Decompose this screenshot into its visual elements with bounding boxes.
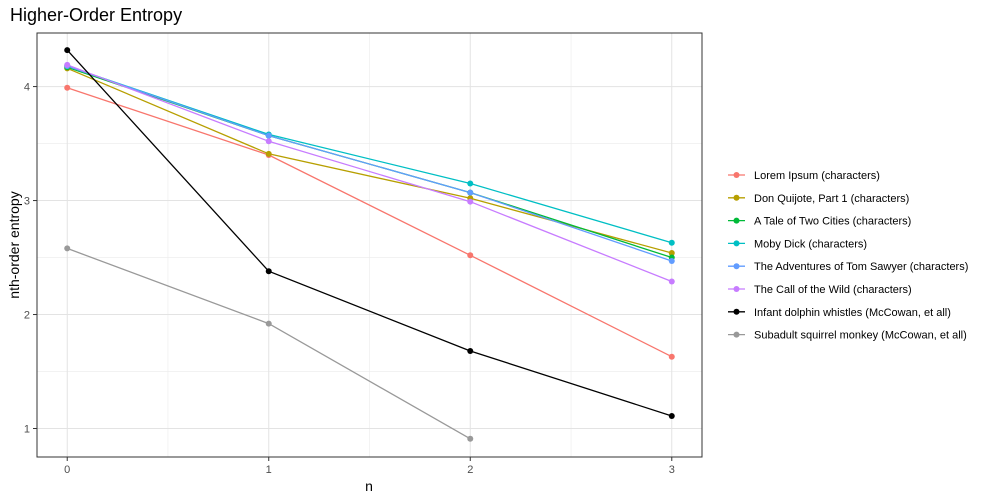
legend-key-point bbox=[733, 240, 740, 247]
data-point bbox=[467, 435, 474, 442]
x-tick-label: 2 bbox=[467, 464, 473, 476]
legend-label: The Call of the Wild (characters) bbox=[754, 284, 912, 296]
plot-panel: 0 1 2 3 1 2 3 4 bbox=[24, 32, 703, 476]
data-point bbox=[668, 239, 675, 246]
legend-key-point bbox=[733, 308, 740, 315]
legend-label: Don Quijote, Part 1 (characters) bbox=[754, 193, 909, 205]
data-point bbox=[668, 257, 675, 264]
y-tick-label: 3 bbox=[24, 196, 30, 208]
data-point bbox=[265, 268, 272, 275]
series-line bbox=[66, 65, 673, 262]
y-tick-label: 1 bbox=[24, 424, 30, 436]
legend-label: Infant dolphin whistles (McCowan, et all… bbox=[754, 307, 951, 319]
legend-key-point bbox=[733, 263, 740, 270]
legend-key-point bbox=[733, 194, 740, 201]
data-point bbox=[265, 138, 272, 145]
data-point bbox=[668, 412, 675, 419]
legend-key-point bbox=[733, 172, 740, 178]
data-point bbox=[265, 150, 272, 157]
legend-key-point bbox=[733, 286, 740, 292]
x-axis-title: n bbox=[365, 478, 373, 494]
data-point bbox=[64, 84, 71, 91]
legend-label: The Adventures of Tom Sawyer (characters… bbox=[754, 261, 968, 273]
data-point bbox=[467, 252, 474, 259]
x-tick-label: 1 bbox=[266, 464, 272, 476]
chart-title: Higher-Order Entropy bbox=[10, 5, 182, 25]
data-point bbox=[467, 189, 474, 196]
data-point bbox=[467, 180, 474, 187]
series-line bbox=[66, 49, 672, 417]
x-tick-label: 0 bbox=[64, 464, 70, 476]
y-axis-title: nth-order entropy bbox=[6, 191, 22, 298]
data-point bbox=[64, 245, 71, 252]
data-point bbox=[668, 353, 675, 360]
legend: Lorem Ipsum (characters) Don Quijote, Par… bbox=[728, 170, 968, 342]
data-point bbox=[668, 249, 675, 256]
data-point bbox=[64, 61, 71, 68]
data-point bbox=[467, 348, 474, 354]
series-line bbox=[66, 64, 673, 283]
series-line bbox=[66, 87, 673, 358]
x-tick-label: 3 bbox=[669, 464, 675, 476]
data-point bbox=[265, 320, 272, 327]
legend-label: Subadult squirrel monkey (McCowan, et al… bbox=[754, 330, 967, 342]
legend-label: Moby Dick (characters) bbox=[754, 238, 867, 250]
legend-key-point bbox=[733, 217, 740, 224]
data-point bbox=[265, 132, 272, 139]
y-tick-label: 2 bbox=[24, 310, 30, 322]
y-tick-label: 4 bbox=[24, 82, 30, 94]
legend-label: Lorem Ipsum (characters) bbox=[754, 170, 880, 182]
panel-border bbox=[36, 32, 703, 458]
data-point bbox=[64, 47, 71, 54]
data-point bbox=[467, 198, 474, 205]
legend-key-point bbox=[733, 331, 740, 338]
data-point bbox=[668, 278, 675, 285]
legend-label: A Tale of Two Cities (characters) bbox=[754, 216, 911, 228]
